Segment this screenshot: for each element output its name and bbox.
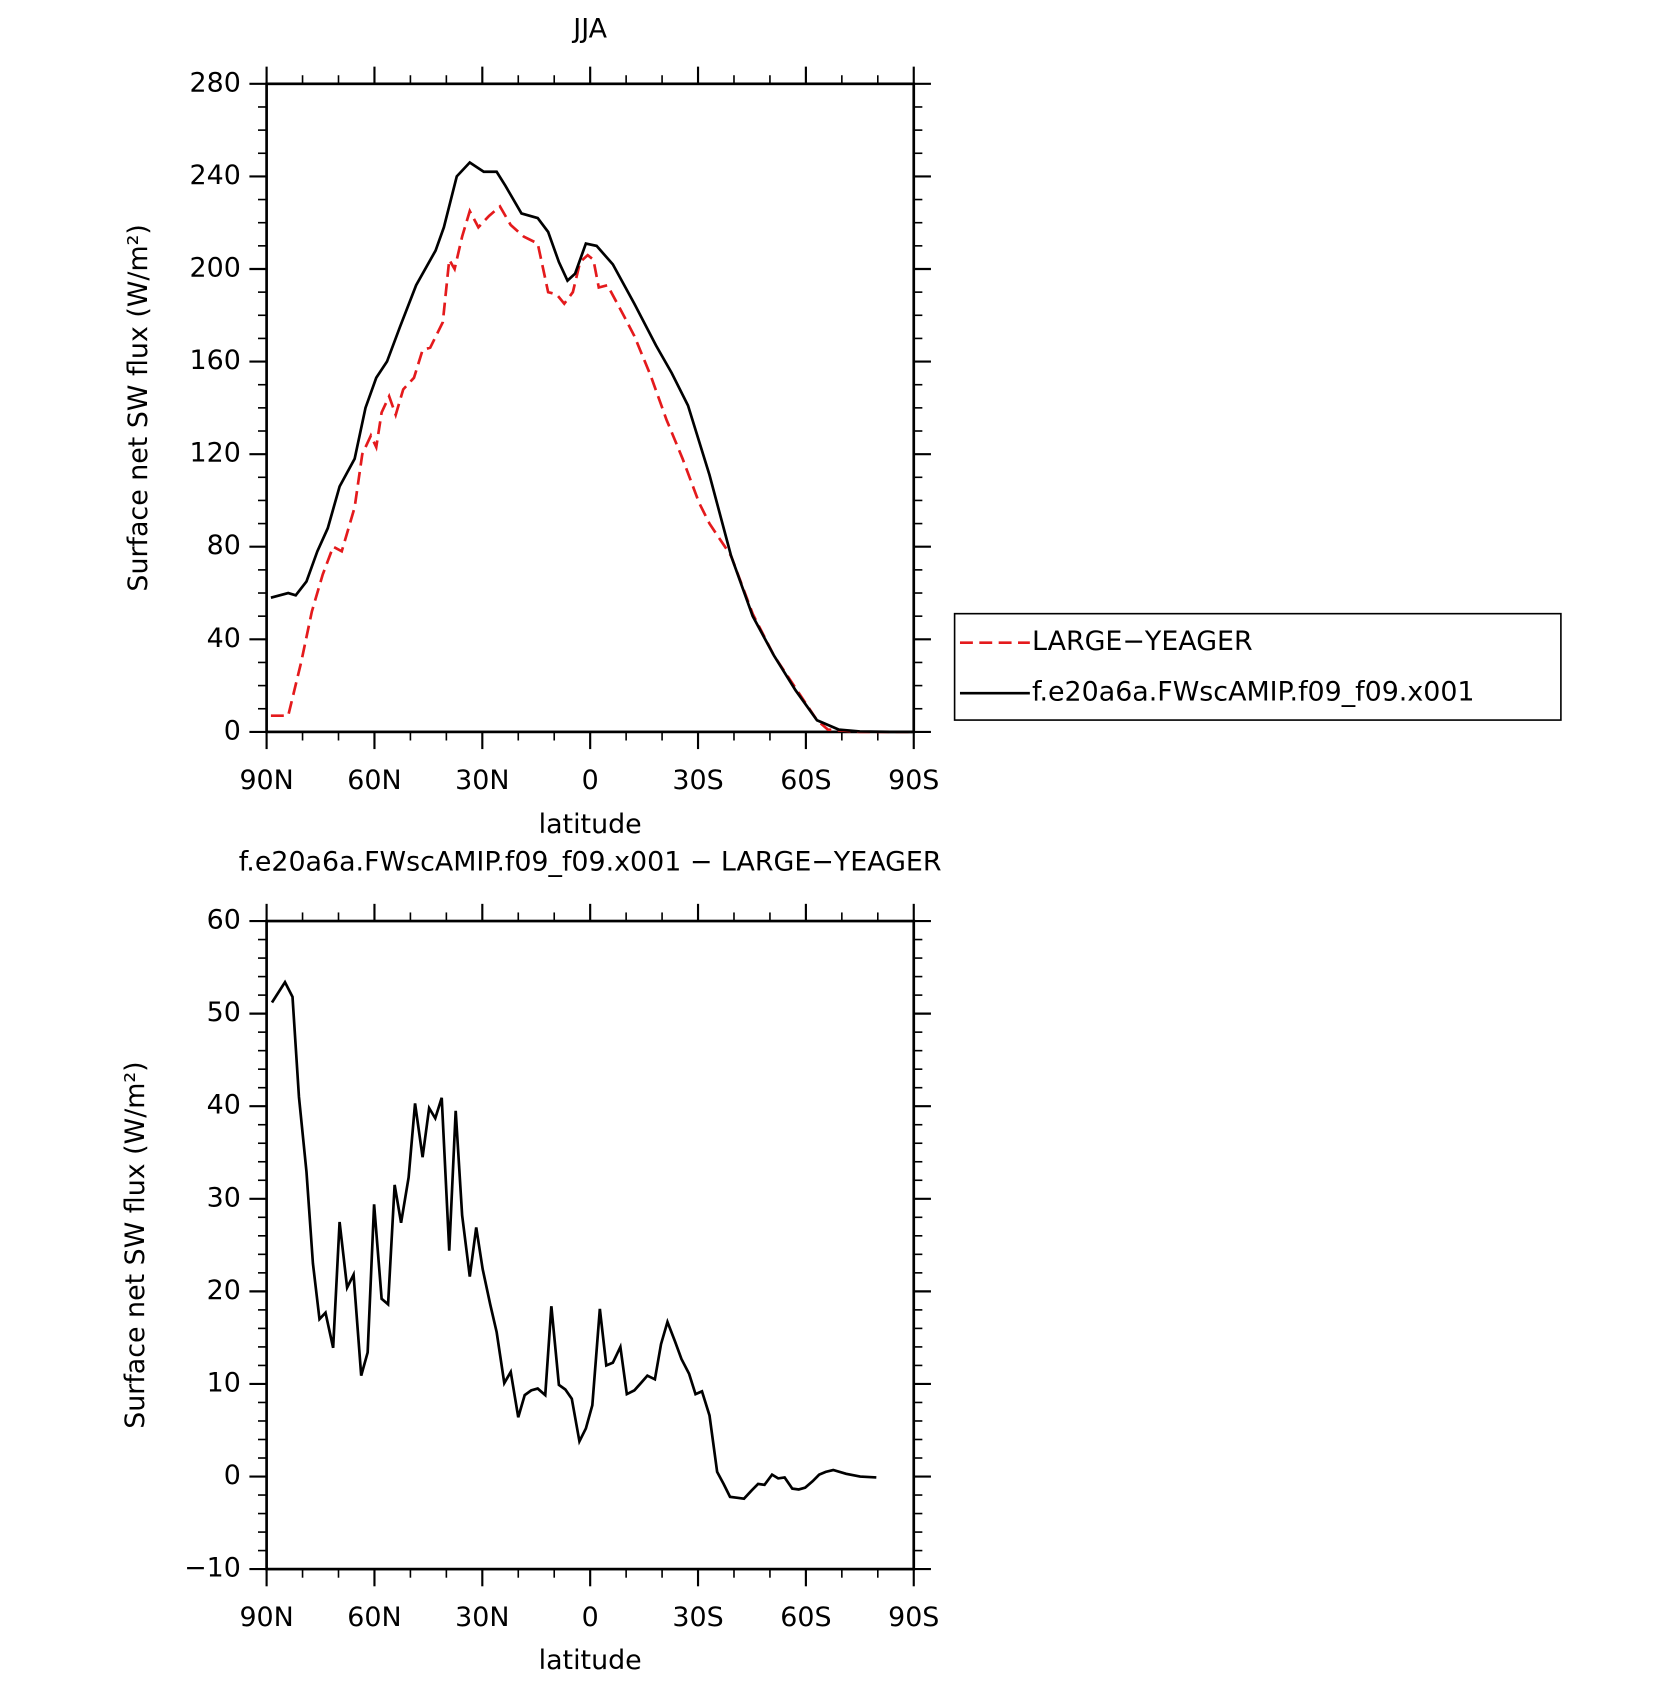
x-tick-label: 60N (347, 765, 401, 796)
chart-title: JJA (571, 14, 607, 45)
x-tick-label: 90S (888, 765, 939, 796)
y-tick-label: 60 (207, 905, 241, 936)
x-tick-label: 60N (347, 1602, 401, 1633)
x-tick-label: 30N (455, 765, 509, 796)
y-tick-label: 0 (224, 715, 241, 746)
y-tick-label: 10 (207, 1367, 241, 1398)
y-tick-label: 240 (190, 160, 241, 191)
data-line (270, 160, 914, 734)
x-tick-label: 0 (582, 765, 599, 796)
x-tick-label: 90N (239, 1602, 293, 1633)
y-tick-label: 20 (207, 1275, 241, 1306)
plot: f.e20a6a.FWscAMIP.f09_f09.x001 − LARGE−Y… (120, 847, 942, 1677)
y-tick-label: 160 (190, 345, 241, 376)
y-tick-label: 120 (190, 438, 241, 469)
y-tick-label: 280 (190, 67, 241, 98)
legend-label: LARGE−YEAGER (1032, 626, 1253, 657)
y-tick-label: 40 (207, 1090, 241, 1121)
data-line (270, 204, 914, 734)
x-tick-label: 30N (455, 1602, 509, 1633)
x-tick-label: 90S (888, 1602, 939, 1633)
x-tick-label: 60S (780, 765, 831, 796)
y-tick-label: 50 (207, 997, 241, 1028)
x-tick-label: 90N (239, 765, 293, 796)
y-tick-label: 0 (224, 1460, 241, 1491)
chart-title: f.e20a6a.FWscAMIP.f09_f09.x001 − LARGE−Y… (239, 847, 942, 878)
x-tick-label: 30S (672, 765, 723, 796)
plot-frame (265, 919, 916, 1571)
x-tick-label: 0 (582, 1602, 599, 1633)
x-axis-label: latitude (539, 809, 642, 840)
y-tick-label: −10 (184, 1553, 241, 1584)
data-line (270, 979, 877, 1501)
y-axis-label: Surface net SW flux (W/m²) (123, 224, 154, 591)
y-tick-label: 80 (207, 530, 241, 561)
legend-box (953, 612, 1562, 721)
legend-label: f.e20a6a.FWscAMIP.f09_f09.x001 (1032, 677, 1475, 708)
plot: JJA latitude Surface net SW flux (W/m²) 0 40… (123, 14, 1562, 840)
y-tick-label: 30 (207, 1182, 241, 1213)
y-tick-label: 40 (207, 623, 241, 654)
x-axis-label: latitude (539, 1645, 642, 1676)
plot-frame (265, 82, 916, 734)
x-tick-label: 30S (672, 1602, 723, 1633)
y-axis-label: Surface net SW flux (W/m²) (120, 1061, 151, 1428)
x-tick-label: 60S (780, 1602, 831, 1633)
y-tick-label: 200 (190, 252, 241, 283)
